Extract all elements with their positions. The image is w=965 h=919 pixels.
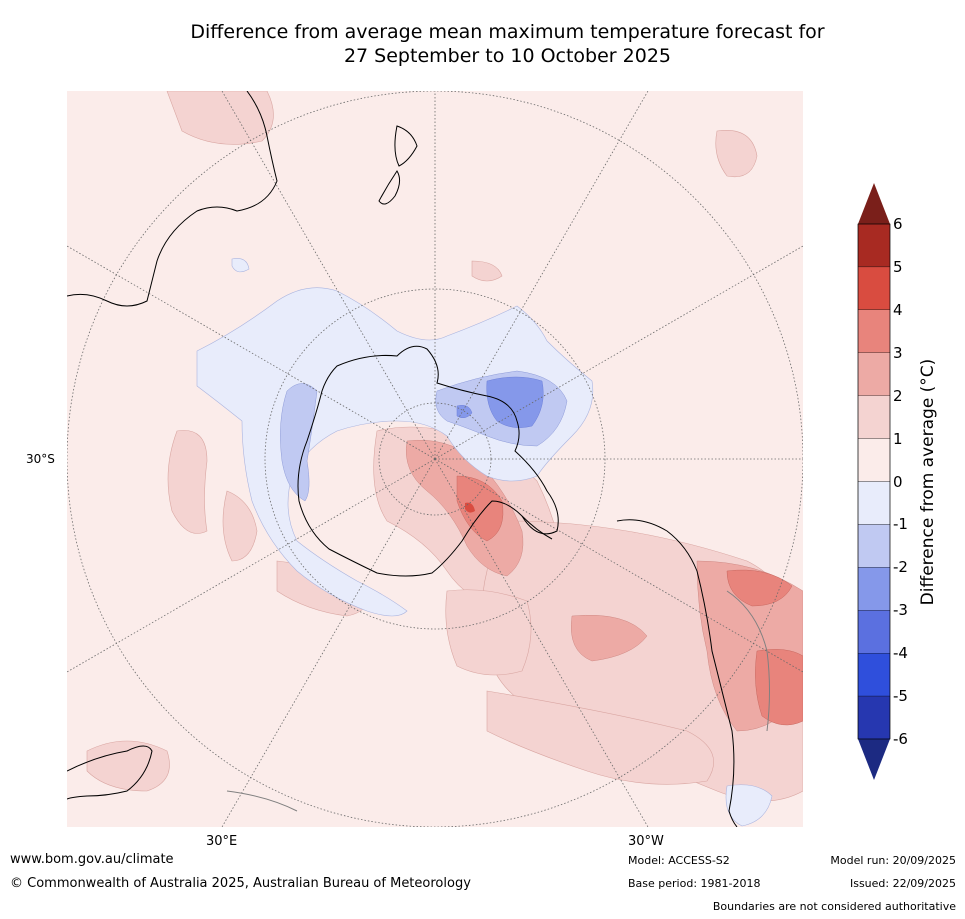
australia-coastline — [67, 91, 278, 307]
anomaly-layer-minus3-minus2 — [456, 376, 544, 428]
colorbar-tick-label: -1 — [893, 515, 908, 534]
colorbar-outline — [857, 223, 891, 740]
title-line-2: 27 September to 10 October 2025 — [343, 45, 672, 67]
model-run-text: Model run: 20/09/2025 — [830, 854, 956, 867]
colorbar-segment-m6_m5 — [857, 695, 891, 740]
colorbar-tick-label: 6 — [893, 215, 903, 233]
longitude-label-30e: 30°E — [206, 834, 238, 849]
colorbar-segment-2_3 — [857, 352, 891, 396]
meridian-120e — [67, 245, 436, 460]
graticule — [67, 91, 803, 827]
map-panel — [67, 91, 803, 827]
meridian-120w — [434, 245, 803, 460]
colorbar-segment-5_6 — [857, 223, 891, 268]
website-link[interactable]: www.bom.gov.au/climate — [10, 852, 174, 867]
colorbar-segment-m2_m1 — [857, 524, 891, 568]
new-zealand-south — [378, 170, 401, 205]
colorbar-segment-m1_0 — [857, 481, 891, 525]
colorbar — [857, 183, 891, 780]
country-borders — [226, 590, 770, 812]
anomaly-layer-3-4 — [456, 475, 803, 726]
colorbar-tick-label: -2 — [893, 558, 908, 577]
colorbar-axis-label: Difference from average (°C) — [918, 358, 938, 606]
map-canvas — [67, 91, 803, 827]
colorbar-segment-m4_m3 — [857, 610, 891, 654]
colorbar-tick-label: 5 — [893, 257, 903, 276]
colorbar-arrow-bottom — [858, 739, 890, 780]
coastlines — [67, 91, 738, 827]
anomaly-layer-minus1-0 — [196, 258, 773, 827]
anomaly-layer-4-5 — [465, 502, 475, 513]
meridian-150e — [221, 91, 436, 460]
colorbar-tick-label: -6 — [893, 730, 908, 748]
new-zealand-north — [394, 125, 418, 167]
colorbar-tick-label: 0 — [893, 472, 903, 491]
meridian-30e — [221, 458, 436, 827]
colorbar-segment-4_5 — [857, 266, 891, 310]
colorbar-tick-label: -5 — [893, 687, 908, 706]
meridian-150w — [434, 91, 649, 460]
colorbar-segment-3_4 — [857, 309, 891, 353]
south-america-coastline — [616, 519, 738, 827]
colorbar-segment-m3_m2 — [857, 567, 891, 611]
disclaimer-text: Boundaries are not considered authoritat… — [712, 900, 956, 913]
copyright-text: © Commonwealth of Australia 2025, Austra… — [10, 876, 471, 891]
latitude-label: 30°S — [26, 452, 55, 466]
map-title: Difference from average mean maximum tem… — [0, 20, 965, 68]
colorbar-tick-label: 1 — [893, 429, 903, 448]
colorbar-segment-0_1 — [857, 438, 891, 482]
meridian-30w — [434, 458, 649, 827]
colorbar-tick-label: -4 — [893, 644, 908, 663]
model-text: Model: ACCESS-S2 — [628, 854, 730, 867]
title-line-1: Difference from average mean maximum tem… — [190, 21, 825, 43]
meridian-60e — [67, 458, 436, 673]
longitude-label-30w: 30°W — [628, 834, 664, 849]
colorbar-segments — [857, 223, 891, 740]
colorbar-tick-label: -3 — [893, 601, 908, 620]
africa-coastline — [67, 745, 153, 800]
colorbar-arrow-top — [858, 183, 890, 224]
issued-text: Issued: 22/09/2025 — [849, 877, 956, 890]
meridian-60w — [434, 458, 803, 673]
base-period-text: Base period: 1981-2018 — [628, 877, 761, 890]
antarctic-peninsula — [521, 515, 553, 540]
colorbar-tick-label: 4 — [893, 300, 903, 319]
latitude-circle-60s — [264, 288, 606, 630]
colorbar-segment-1_2 — [857, 395, 891, 439]
colorbar-tick-label: 2 — [893, 386, 903, 405]
colorbar-segment-m5_m4 — [857, 653, 891, 697]
colorbar-tick-label: 3 — [893, 343, 903, 362]
